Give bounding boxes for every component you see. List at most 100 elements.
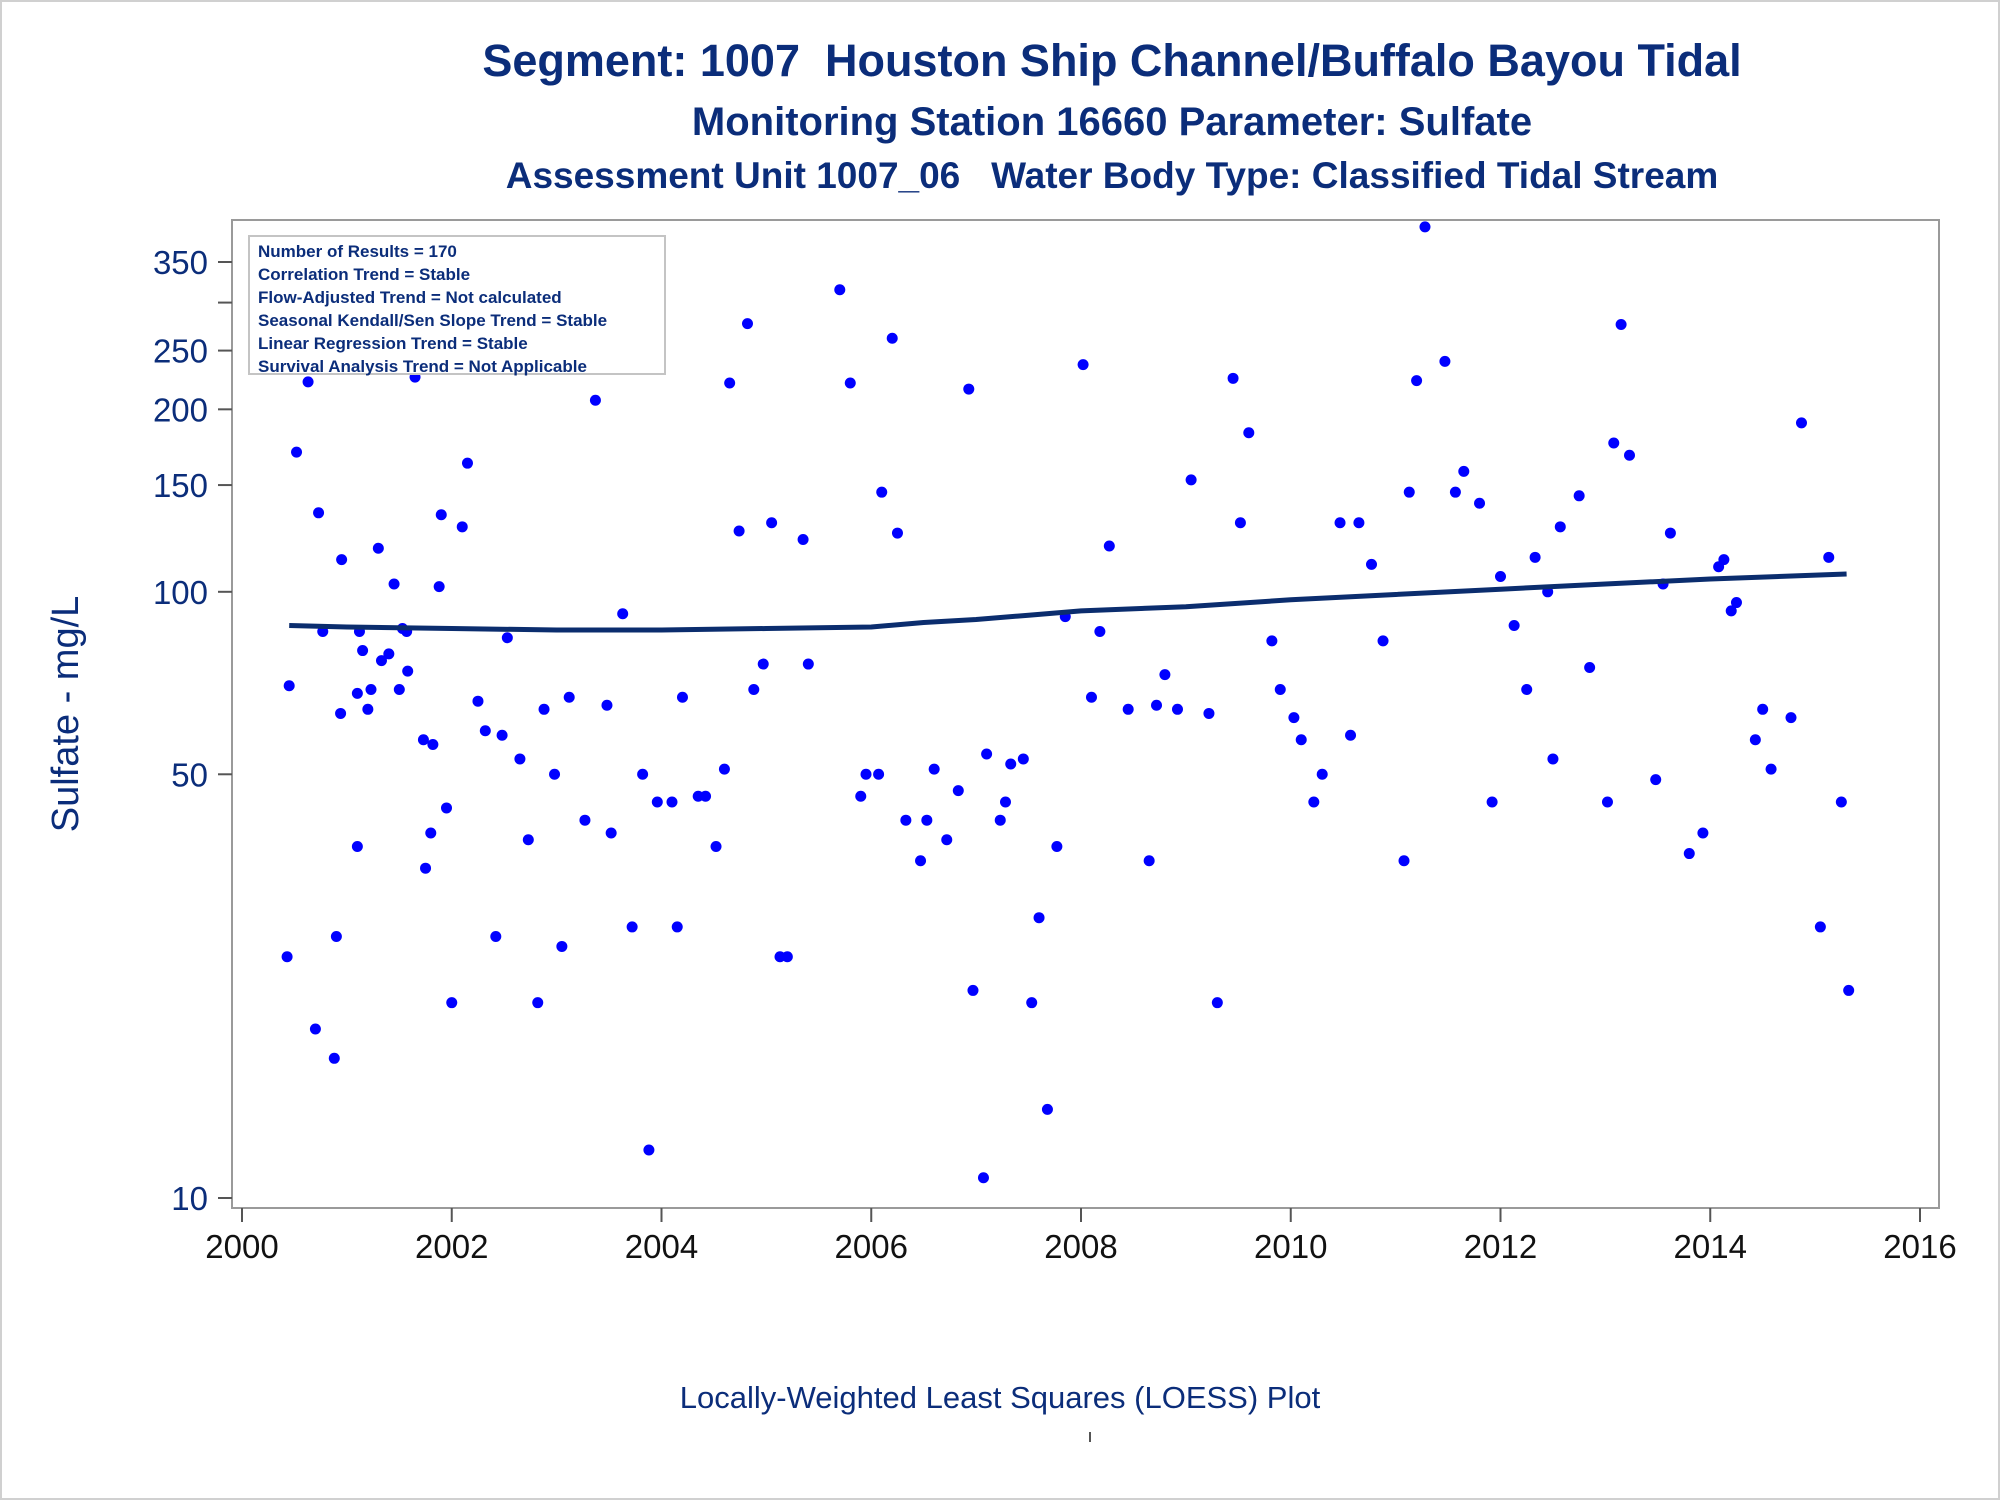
x-tick-label: 2016 bbox=[1883, 1228, 1956, 1265]
stats-line: Flow-Adjusted Trend = Not calculated bbox=[258, 288, 562, 307]
data-point bbox=[999, 796, 1011, 808]
data-point bbox=[1584, 662, 1596, 674]
stats-line: Survival Analysis Trend = Not Applicable bbox=[258, 357, 587, 376]
data-point bbox=[671, 921, 683, 933]
data-point bbox=[963, 383, 975, 395]
data-point bbox=[1033, 912, 1045, 924]
data-point bbox=[1227, 372, 1239, 384]
data-point bbox=[532, 997, 544, 1009]
data-point bbox=[1749, 734, 1761, 746]
y-tick-label: 10 bbox=[171, 1180, 208, 1217]
footnote: Locally-Weighted Least Squares (LOESS) P… bbox=[679, 1380, 1321, 1415]
data-point bbox=[876, 486, 888, 498]
y-tick-label: 200 bbox=[153, 391, 208, 428]
data-point bbox=[335, 707, 347, 719]
data-point bbox=[549, 768, 561, 780]
data-point bbox=[1295, 734, 1307, 746]
data-point bbox=[1051, 841, 1063, 853]
data-point bbox=[1608, 437, 1620, 449]
data-point bbox=[1419, 221, 1431, 233]
data-point bbox=[1725, 605, 1737, 617]
data-point bbox=[1334, 517, 1346, 529]
data-point bbox=[900, 814, 912, 826]
data-point bbox=[921, 814, 933, 826]
data-point bbox=[1615, 319, 1627, 331]
data-point bbox=[433, 581, 445, 593]
data-point bbox=[1785, 712, 1797, 724]
data-point bbox=[1623, 449, 1635, 461]
data-point bbox=[941, 834, 953, 846]
chart-subtitle: Monitoring Station 16660 Parameter: Sulf… bbox=[691, 100, 1533, 144]
x-tick-label: 2002 bbox=[415, 1228, 488, 1265]
data-point bbox=[724, 377, 736, 389]
data-point bbox=[666, 796, 678, 808]
data-point bbox=[417, 734, 429, 746]
data-point bbox=[1795, 417, 1807, 429]
data-point bbox=[563, 691, 575, 703]
data-point bbox=[1005, 758, 1017, 770]
data-point bbox=[1266, 635, 1278, 647]
stats-line: Number of Results = 170 bbox=[258, 242, 457, 261]
x-tick-label: 2000 bbox=[205, 1228, 278, 1265]
data-point bbox=[425, 827, 437, 839]
data-point bbox=[994, 814, 1006, 826]
data-point bbox=[1211, 997, 1223, 1009]
data-point bbox=[834, 284, 846, 296]
stats-line: Correlation Trend = Stable bbox=[258, 265, 471, 284]
data-point bbox=[651, 796, 663, 808]
data-point bbox=[1697, 827, 1709, 839]
data-point bbox=[718, 763, 730, 775]
data-point bbox=[1185, 474, 1197, 486]
x-tick-label: 2006 bbox=[835, 1228, 908, 1265]
data-point bbox=[605, 827, 617, 839]
data-point bbox=[501, 632, 513, 644]
data-point bbox=[1316, 768, 1328, 780]
data-point bbox=[1171, 703, 1183, 715]
data-point bbox=[1377, 635, 1389, 647]
data-point bbox=[1664, 527, 1676, 539]
data-point bbox=[281, 951, 293, 963]
data-point bbox=[472, 695, 484, 707]
data-point bbox=[1573, 490, 1585, 502]
data-point bbox=[1835, 796, 1847, 808]
data-point bbox=[496, 729, 508, 741]
data-point bbox=[522, 834, 534, 846]
x-tick-label: 2014 bbox=[1674, 1228, 1747, 1265]
data-point bbox=[700, 790, 712, 802]
data-point bbox=[915, 855, 927, 867]
data-point bbox=[1353, 517, 1365, 529]
data-point bbox=[1554, 521, 1566, 533]
y-tick-label: 100 bbox=[153, 574, 208, 611]
data-point bbox=[1718, 554, 1730, 566]
data-point bbox=[461, 457, 473, 469]
data-point bbox=[375, 655, 387, 667]
data-point bbox=[977, 1172, 989, 1184]
data-point bbox=[601, 699, 613, 711]
data-point bbox=[1449, 486, 1461, 498]
data-point bbox=[330, 931, 342, 943]
data-point bbox=[383, 648, 395, 660]
loess-line bbox=[289, 571, 1847, 633]
data-point bbox=[626, 921, 638, 933]
data-point bbox=[1521, 683, 1533, 695]
data-point bbox=[802, 658, 814, 670]
data-point bbox=[490, 931, 502, 943]
stats-line: Seasonal Kendall/Sen Slope Trend = Stabl… bbox=[258, 311, 608, 330]
data-point bbox=[372, 542, 384, 554]
data-point bbox=[1458, 465, 1470, 477]
data-point bbox=[643, 1144, 655, 1156]
x-tick-label: 2012 bbox=[1464, 1228, 1537, 1265]
data-point bbox=[1345, 729, 1357, 741]
data-point bbox=[479, 725, 491, 737]
stats-box: Number of Results = 170 Correlation Tren… bbox=[248, 235, 666, 376]
data-point bbox=[1243, 427, 1255, 439]
data-point bbox=[1203, 707, 1215, 719]
data-point bbox=[1017, 753, 1029, 765]
data-point bbox=[1757, 703, 1769, 715]
data-point bbox=[291, 446, 303, 458]
data-point bbox=[1234, 517, 1246, 529]
data-point bbox=[1730, 597, 1742, 609]
data-point bbox=[1683, 848, 1695, 860]
data-point bbox=[1495, 570, 1506, 582]
data-point bbox=[748, 683, 760, 695]
